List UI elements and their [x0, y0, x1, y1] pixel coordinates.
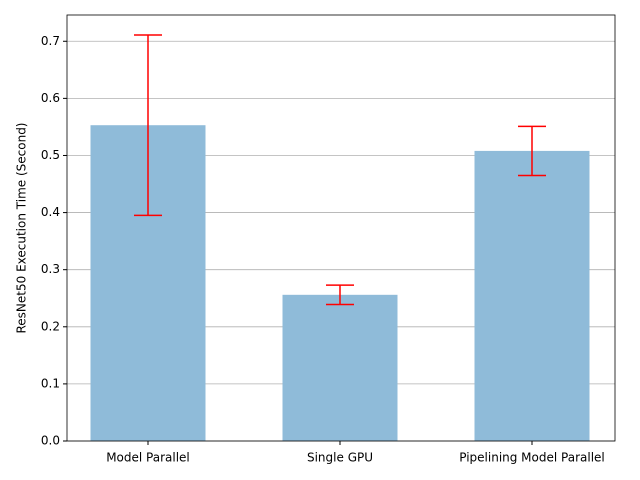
- y-tick-label: 0.2: [41, 319, 60, 333]
- bar: [282, 294, 398, 441]
- bar: [474, 150, 590, 441]
- y-tick-label: 0.0: [41, 434, 60, 448]
- y-tick-label: 0.5: [41, 148, 60, 162]
- y-tick-label: 0.6: [41, 91, 60, 105]
- y-tick-label: 0.4: [41, 205, 60, 219]
- y-axis-label: ResNet50 Execution Time (Second): [15, 123, 29, 334]
- plot-frame: [66, 14, 616, 442]
- y-tick-label: 0.3: [41, 262, 60, 276]
- y-tick-label: 0.1: [41, 376, 60, 390]
- x-tick-label: Pipelining Model Parallel: [459, 451, 605, 465]
- y-tick-label: 0.7: [41, 34, 60, 48]
- x-tick-label: Single GPU: [307, 451, 373, 465]
- x-tick-label: Model Parallel: [106, 451, 190, 465]
